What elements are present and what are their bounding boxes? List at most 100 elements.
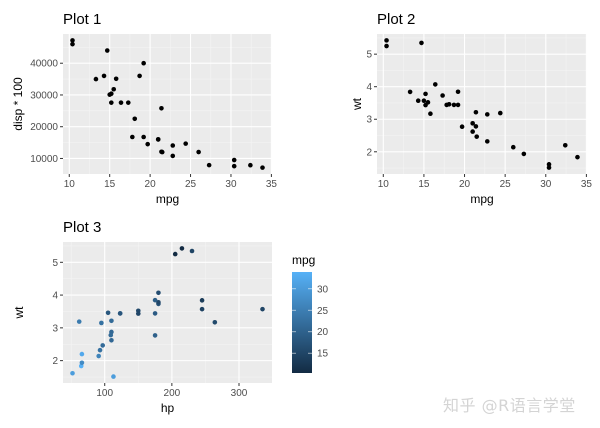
data-point — [484, 139, 490, 144]
data-point — [159, 106, 164, 111]
watermark: 知乎 @R语言学堂 — [443, 396, 576, 415]
data-point — [96, 353, 101, 359]
data-point — [231, 157, 237, 163]
data-point — [156, 290, 161, 296]
data-point — [159, 149, 164, 155]
data-point — [510, 144, 516, 150]
data-point — [470, 129, 475, 134]
data-point — [444, 102, 449, 108]
plot1-y-axis-label: disp * 100 — [11, 77, 25, 131]
data-point — [199, 306, 205, 312]
data-point — [156, 299, 161, 305]
y-tick-label: 4 — [52, 291, 58, 302]
data-point — [170, 143, 176, 148]
data-point — [189, 248, 195, 254]
data-point — [79, 351, 85, 357]
data-point — [107, 92, 112, 97]
data-point — [384, 38, 389, 43]
x-tick-label: 15 — [104, 179, 116, 190]
data-point — [231, 163, 237, 169]
data-point — [497, 110, 503, 116]
x-tick-label: 10 — [64, 179, 76, 190]
y-tick-label: 40000 — [30, 59, 58, 70]
data-point — [183, 141, 188, 146]
data-point — [93, 76, 99, 82]
y-tick-label: 2 — [52, 356, 58, 367]
data-point — [470, 121, 475, 126]
x-tick-label: 15 — [418, 179, 430, 190]
data-point — [521, 151, 527, 157]
data-point — [423, 102, 428, 108]
data-point — [137, 73, 142, 79]
data-point — [70, 41, 75, 47]
plot3-y-axis-label: wt — [12, 306, 26, 320]
x-tick-label: 35 — [581, 179, 593, 190]
data-point — [428, 111, 433, 117]
plot1-title: Plot 1 — [63, 11, 101, 28]
data-point — [474, 134, 480, 139]
x-tick-label: 10 — [378, 179, 390, 190]
x-tick-label: 30 — [225, 179, 237, 190]
plot3-panel — [63, 242, 272, 383]
plot3-group: Plot 3 100 200 300 2 3 4 5 hp wt mpg 15 20 25 30 — [12, 219, 329, 415]
data-point — [432, 82, 438, 87]
legend-tick-label: 15 — [317, 349, 329, 360]
x-tick-label: 300 — [231, 388, 248, 399]
data-point — [473, 109, 479, 115]
data-point — [172, 251, 178, 257]
legend-title: mpg — [292, 253, 315, 267]
data-point — [155, 137, 161, 142]
data-point — [170, 153, 176, 159]
y-tick-label: 4 — [366, 82, 372, 93]
data-point — [546, 165, 552, 170]
y-tick-label: 10000 — [30, 154, 58, 165]
x-tick-label: 25 — [185, 179, 197, 190]
data-point — [196, 149, 201, 155]
data-point — [455, 102, 461, 108]
data-point — [118, 100, 124, 105]
data-point — [70, 370, 75, 376]
y-tick-label: 5 — [52, 258, 58, 269]
x-tick-label: 35 — [266, 179, 278, 190]
x-tick-label: 20 — [459, 179, 471, 190]
data-point — [132, 116, 138, 122]
data-point — [76, 319, 82, 324]
data-point — [130, 134, 135, 140]
plot1-group: Plot 1 10 15 20 25 30 35 10000 20000 30000 40000 mp… — [11, 11, 277, 206]
data-point — [117, 311, 123, 316]
plot1-x-axis-label: mpg — [156, 192, 179, 206]
data-point — [546, 162, 552, 167]
data-point — [419, 40, 424, 46]
data-point — [97, 347, 103, 353]
y-tick-label: 2 — [366, 147, 372, 158]
legend-colorbar — [292, 272, 312, 373]
data-point — [152, 311, 158, 316]
data-point — [70, 38, 75, 43]
data-point — [206, 162, 212, 168]
data-point — [113, 76, 119, 82]
data-point — [108, 332, 114, 338]
data-point — [141, 134, 146, 140]
y-tick-label: 3 — [366, 115, 372, 126]
data-point — [141, 60, 146, 66]
data-point — [125, 100, 131, 105]
data-point — [179, 246, 185, 251]
x-tick-label: 30 — [540, 179, 552, 190]
data-point — [260, 165, 265, 170]
data-point — [104, 48, 110, 53]
legend-tick-label: 30 — [317, 284, 329, 295]
data-point — [484, 112, 490, 117]
data-point — [152, 297, 158, 303]
data-point — [440, 93, 445, 98]
data-point — [99, 320, 104, 326]
data-point — [152, 333, 158, 338]
data-point — [111, 374, 116, 379]
plot3-x-axis-label: hp — [161, 401, 175, 415]
data-point — [455, 89, 461, 95]
data-point — [105, 310, 111, 316]
data-point — [260, 306, 265, 312]
plot2-panel — [377, 34, 587, 174]
x-tick-label: 200 — [164, 388, 181, 399]
data-point — [212, 319, 218, 325]
